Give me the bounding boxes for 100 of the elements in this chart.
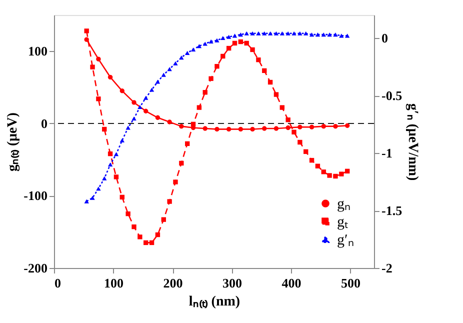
point	[268, 80, 273, 85]
y-tick-label: -100	[24, 188, 48, 204]
point	[262, 68, 267, 74]
point	[244, 31, 249, 36]
point	[149, 240, 154, 246]
x-tick-label: 400	[282, 276, 302, 290]
point	[238, 39, 244, 44]
y2-axis-title: g′ₙ (μeV/nm)	[405, 103, 420, 182]
point	[90, 196, 95, 200]
y2-tick-label: -1	[382, 146, 392, 160]
point	[179, 124, 184, 129]
x-axis-title: lₙ₍ₜ₎ (nm)	[188, 294, 240, 310]
point	[256, 57, 261, 62]
point	[262, 126, 267, 131]
point	[132, 100, 136, 105]
point	[96, 96, 101, 102]
point	[226, 126, 232, 132]
point	[214, 38, 220, 42]
point	[161, 72, 166, 77]
point	[292, 130, 296, 134]
point	[286, 117, 290, 122]
point	[102, 126, 107, 132]
point	[274, 126, 279, 131]
y2-tick-label: -1.5	[382, 203, 403, 218]
x-tick-label: 100	[104, 276, 124, 290]
point	[250, 126, 255, 132]
point	[144, 108, 148, 114]
point	[304, 31, 308, 36]
point	[155, 80, 160, 84]
point	[274, 31, 279, 36]
point	[196, 44, 202, 48]
point	[202, 126, 208, 131]
y-tick-label: 100	[28, 44, 48, 59]
point	[298, 124, 302, 130]
legend-label: gₜ	[337, 214, 348, 230]
point	[149, 88, 154, 92]
point	[214, 64, 220, 69]
point	[155, 232, 160, 238]
x-tick-label: 500	[341, 276, 361, 290]
point	[250, 31, 255, 36]
point	[327, 173, 332, 178]
point	[238, 32, 244, 37]
point	[132, 116, 136, 121]
point	[167, 67, 172, 72]
point	[120, 194, 124, 200]
point	[120, 138, 124, 142]
point	[114, 174, 119, 180]
point	[280, 105, 284, 110]
point	[244, 40, 249, 46]
point	[232, 34, 238, 38]
point	[250, 47, 255, 52]
point	[184, 141, 190, 146]
point	[120, 88, 124, 94]
point	[184, 50, 190, 55]
y2-tick-label: -2	[382, 260, 392, 276]
point	[208, 39, 214, 44]
point	[344, 123, 350, 128]
point	[202, 42, 208, 46]
point	[126, 211, 130, 216]
point	[298, 31, 302, 36]
point	[220, 36, 226, 40]
point	[315, 32, 320, 37]
point	[202, 90, 208, 95]
point	[327, 32, 332, 37]
point	[268, 31, 273, 36]
point	[298, 140, 302, 145]
point	[108, 151, 113, 156]
point	[138, 234, 142, 240]
point	[339, 172, 344, 176]
point	[309, 124, 314, 130]
point	[167, 120, 172, 124]
point	[286, 125, 290, 130]
point	[90, 64, 95, 70]
point	[333, 124, 338, 129]
point	[333, 174, 338, 179]
point	[167, 199, 172, 204]
point	[321, 124, 326, 129]
point	[114, 152, 119, 156]
point	[274, 92, 279, 97]
point	[321, 32, 326, 37]
point	[220, 54, 226, 59]
point	[84, 28, 89, 34]
point	[108, 74, 113, 80]
point	[208, 76, 214, 81]
point	[321, 170, 326, 174]
point	[226, 46, 232, 51]
point	[256, 31, 261, 36]
x-tick-label: 200	[163, 276, 183, 290]
point	[84, 37, 89, 42]
point	[280, 31, 284, 36]
point	[132, 224, 136, 230]
point	[161, 217, 166, 222]
y-tick-label: -200	[24, 260, 48, 276]
point	[196, 105, 202, 110]
point	[309, 32, 314, 37]
point	[173, 180, 178, 184]
point	[138, 104, 142, 110]
legend-label: gₙ	[337, 196, 350, 212]
point	[286, 31, 290, 36]
point	[144, 240, 148, 246]
